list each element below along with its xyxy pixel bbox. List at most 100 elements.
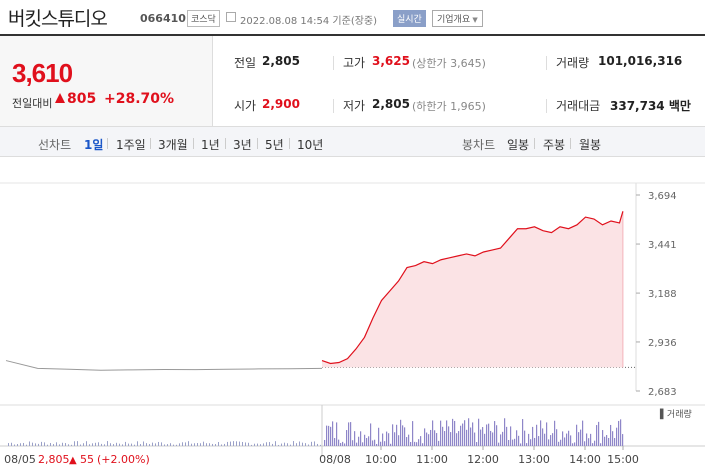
volume-bar <box>203 441 204 446</box>
volume-bar <box>432 420 434 446</box>
change-label: 전일대비 <box>12 97 53 110</box>
volume-bar <box>510 426 512 446</box>
volume-bar <box>566 433 568 446</box>
volume-bar <box>101 443 102 446</box>
volume-bar <box>17 444 18 446</box>
volume-bar <box>398 435 400 446</box>
tab-daily[interactable]: 일봉 <box>507 138 530 152</box>
volume-bar <box>299 441 300 446</box>
price-chart: 3,694 3,441 3,188 2,936 2,683 ▌거래량 08/05 08/08 1… <box>0 182 705 466</box>
volume-bar <box>53 444 54 446</box>
realtime-button[interactable]: 실시간 <box>393 10 426 27</box>
volume-bar <box>362 442 364 446</box>
corp-info-dropdown[interactable]: 기업개요 ▼ <box>432 10 483 27</box>
volume-bar <box>440 420 442 446</box>
tab-3month[interactable]: 3개월 <box>158 138 188 152</box>
y-tick-label: 2,936 <box>648 338 677 349</box>
volume-bar <box>550 435 552 446</box>
volume-bar <box>590 433 592 446</box>
volume-bar <box>394 432 396 446</box>
volume-bar <box>170 443 171 446</box>
volume-bar <box>332 421 334 446</box>
volume-bar <box>564 437 566 446</box>
volume-bar <box>320 444 321 446</box>
volume-bar <box>314 441 315 446</box>
tab-1year[interactable]: 1년 <box>201 138 220 152</box>
volume-bar <box>442 426 444 446</box>
volume-bar <box>328 425 330 446</box>
volume-bar <box>522 419 524 446</box>
volume-value: 101,016,316 <box>598 54 683 68</box>
tab-5year[interactable]: 5년 <box>265 138 284 152</box>
volume-bar <box>290 444 291 446</box>
divider <box>289 138 290 149</box>
volume-bar <box>412 421 414 446</box>
volume-bar <box>164 444 165 446</box>
volume-bar <box>263 443 264 446</box>
line-chart-label: 선차트 <box>38 138 72 152</box>
tab-weekly[interactable]: 주봉 <box>543 138 566 152</box>
volume-bar <box>305 443 306 446</box>
volume-bar <box>215 444 216 446</box>
volume-bar <box>245 442 246 446</box>
volume-bar <box>62 442 63 446</box>
volume-bar <box>426 432 428 446</box>
summary-pct: (+2.00%) <box>97 453 150 466</box>
volume-bar <box>524 430 526 446</box>
volume-bar <box>113 444 114 446</box>
volume-bar <box>620 419 622 446</box>
high-label: 고가 <box>343 56 366 70</box>
volume-bar <box>418 439 420 446</box>
volume-bar <box>460 425 462 446</box>
volume-bar <box>352 440 354 446</box>
tab-1week[interactable]: 1주일 <box>116 138 146 152</box>
volume-bar <box>370 423 372 446</box>
tab-1day[interactable]: 1일 <box>84 138 104 152</box>
volume-bar <box>272 443 273 446</box>
volume-bar <box>552 433 554 446</box>
volume-bar <box>89 444 90 446</box>
tab-monthly[interactable]: 월봉 <box>579 138 602 152</box>
volume-bar <box>41 441 42 446</box>
volume-bar <box>358 436 360 446</box>
volume-bar <box>542 428 544 446</box>
volume-bar <box>83 443 84 446</box>
x-tick-label: 10:00 <box>365 453 397 466</box>
volume-bar <box>536 424 538 446</box>
volume-bar <box>35 443 36 446</box>
volume-bar <box>514 438 516 446</box>
volume-bar <box>526 443 528 446</box>
volume-bar <box>570 435 572 446</box>
volume-bar <box>44 442 45 446</box>
volume-bar <box>266 442 267 446</box>
volume-bar <box>376 443 378 446</box>
volume-bar <box>446 420 448 446</box>
volume-bar <box>488 423 490 446</box>
volume-bar <box>281 443 282 446</box>
price-panel <box>0 36 213 126</box>
volume-bar <box>342 441 344 446</box>
volume-bar <box>128 443 129 446</box>
divider <box>534 138 535 149</box>
volume-bar <box>572 443 574 446</box>
tab-10year[interactable]: 10년 <box>297 138 324 152</box>
volume-bar <box>374 439 376 446</box>
x-tick-label: 08/08 <box>319 453 351 466</box>
tab-3year[interactable]: 3년 <box>233 138 252 152</box>
y-tick-label: 3,441 <box>648 240 677 251</box>
volume-bar <box>558 441 560 446</box>
volume-bar <box>224 443 225 446</box>
chart-period-tabs: 선차트 1일 1주일 3개월 1년 3년 5년 10년 봉차트 일봉 주봉 월봉 <box>0 126 705 157</box>
open-value: 2,900 <box>262 97 300 111</box>
volume-bar <box>146 443 147 446</box>
volume-bar <box>400 419 402 446</box>
volume-bar <box>562 431 564 446</box>
volume-bar <box>578 432 580 446</box>
volume-bar <box>68 444 69 446</box>
divider <box>333 99 334 113</box>
volume-bar <box>47 444 48 446</box>
volume-bar <box>466 429 468 446</box>
volume-bar <box>110 443 111 446</box>
volume-bar <box>77 441 78 446</box>
volume-bar <box>408 434 410 446</box>
